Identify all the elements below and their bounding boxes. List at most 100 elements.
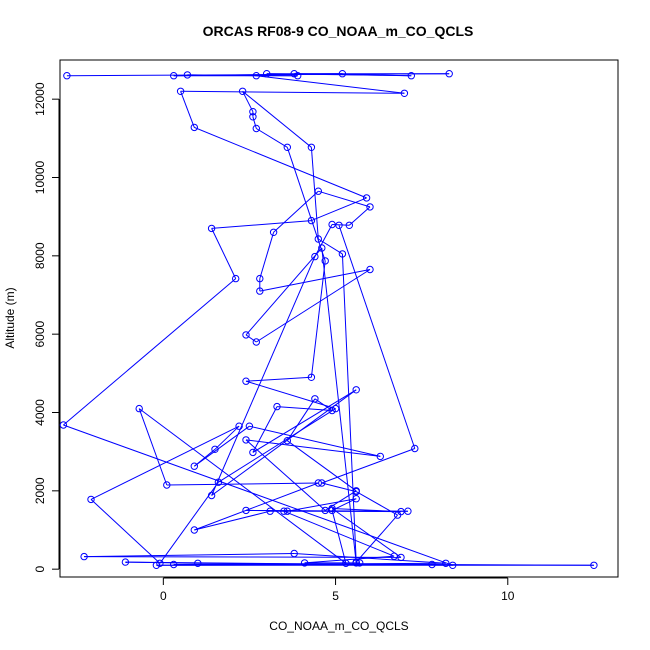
data-point [397, 553, 405, 562]
y-tick-label: 2000 [33, 477, 47, 504]
series-segment [63, 424, 453, 566]
data-point [290, 70, 298, 78]
series-segment [194, 126, 367, 199]
series-segment [332, 224, 350, 226]
series-segment [211, 228, 237, 279]
data-point [442, 559, 450, 567]
y-tick-label: 10000 [33, 160, 47, 194]
data-point [170, 72, 178, 80]
data-point [352, 386, 360, 394]
data-point [190, 462, 199, 470]
series-segment [180, 91, 195, 128]
series-segment [63, 278, 237, 426]
data-point [328, 220, 336, 229]
series-segment [314, 224, 333, 257]
data-point [393, 511, 402, 519]
data-point [366, 203, 374, 211]
data-point [242, 436, 250, 444]
series-segment [211, 220, 312, 229]
data-point [404, 507, 412, 515]
series-segment [321, 482, 357, 493]
data-point [156, 559, 164, 567]
series-segment [245, 376, 312, 382]
series-segment [242, 91, 254, 112]
data-point [190, 123, 199, 132]
data-point [311, 252, 319, 261]
data-point [356, 559, 364, 567]
data-point [135, 404, 143, 413]
series-segment [245, 247, 323, 336]
series-segment [311, 197, 367, 222]
x-tick-label: 0 [160, 589, 167, 603]
data-point [428, 560, 436, 569]
y-tick-label: 12000 [33, 82, 47, 116]
series-segment [194, 482, 319, 531]
data-point [80, 552, 88, 561]
data-point [283, 437, 291, 445]
data-point [290, 549, 298, 558]
data-point [318, 244, 326, 252]
y-tick-label: 4000 [33, 399, 47, 426]
series-segment [283, 510, 395, 557]
data-point [63, 72, 71, 80]
series-segment [341, 253, 357, 563]
series-segment [218, 408, 336, 483]
series-segment [245, 439, 381, 457]
series-segment [245, 334, 257, 343]
data-point [352, 495, 360, 503]
series-segment [90, 499, 161, 564]
data-point [238, 87, 247, 96]
data-point [194, 559, 202, 567]
series-segment [259, 269, 371, 292]
series-segment [166, 482, 319, 486]
series-segment [287, 440, 357, 492]
series-segment [252, 389, 357, 453]
series-segment [310, 260, 326, 378]
data-point [321, 506, 329, 515]
data-point [307, 216, 316, 225]
data-point [273, 402, 281, 411]
data-point [352, 487, 360, 496]
data-point [338, 70, 347, 78]
data-point [352, 558, 360, 566]
series-segment [249, 425, 381, 457]
series-segment [193, 448, 216, 467]
data-point [366, 265, 374, 274]
data-point [314, 479, 322, 487]
series-lines [63, 73, 594, 566]
data-point [256, 274, 264, 283]
data-point [256, 287, 264, 295]
series-segment [286, 398, 316, 441]
data-point [242, 331, 250, 339]
x-tick-label: 10 [501, 589, 515, 603]
data-point [590, 561, 598, 569]
data-point [87, 495, 95, 504]
series-segment [310, 147, 319, 240]
data-point [411, 444, 419, 453]
data-point [314, 235, 322, 243]
series-segment [304, 555, 395, 564]
data-point [249, 108, 257, 116]
y-tick-label: 8000 [33, 242, 47, 269]
series-segment [180, 90, 405, 94]
data-point [283, 143, 291, 152]
data-point [242, 506, 250, 515]
plot-frame [59, 59, 619, 578]
data-point [176, 87, 185, 96]
data-point [252, 72, 260, 80]
series-segment [259, 232, 275, 279]
data-point [190, 526, 199, 534]
data-point [342, 559, 350, 567]
series-segment [173, 562, 446, 565]
series-segment [159, 481, 219, 564]
data-point [376, 452, 384, 461]
data-point [232, 274, 240, 283]
series-segment [138, 408, 168, 486]
series-segment [348, 206, 371, 226]
data-point [163, 481, 171, 489]
y-tick-label: 6000 [33, 320, 47, 347]
series-segment [331, 508, 402, 558]
series-segment [355, 491, 398, 516]
y-axis-label: Altitude (m) [3, 287, 17, 348]
